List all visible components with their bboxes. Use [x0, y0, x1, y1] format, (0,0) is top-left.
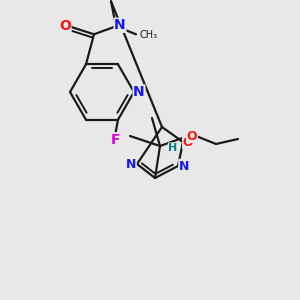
Text: O: O [59, 19, 71, 33]
Text: N: N [114, 18, 126, 32]
Text: O: O [183, 136, 193, 148]
Text: N: N [126, 158, 136, 170]
Text: N: N [133, 85, 145, 99]
Text: O: O [187, 130, 197, 142]
Text: H: H [168, 143, 178, 153]
Text: F: F [110, 133, 120, 147]
Text: N: N [179, 160, 189, 172]
Text: CH₃: CH₃ [139, 30, 157, 40]
